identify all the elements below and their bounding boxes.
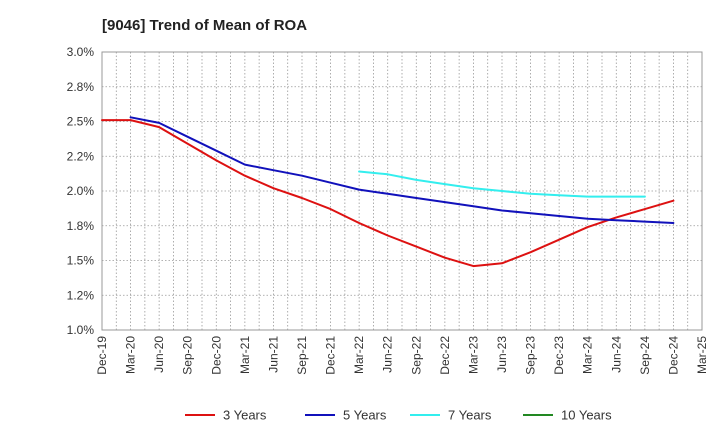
x-tick-label: Jun-20 bbox=[152, 336, 166, 373]
legend-label: 5 Years bbox=[343, 408, 387, 423]
legend: 3 Years 5 Years 7 Years 10 Years bbox=[185, 408, 612, 423]
plot-area bbox=[101, 51, 703, 331]
y-tick-label: 2.5% bbox=[67, 115, 95, 129]
x-tick-label: Dec-22 bbox=[438, 336, 452, 375]
x-tick-label: Dec-19 bbox=[95, 336, 109, 375]
x-tick-label: Sep-22 bbox=[409, 336, 423, 375]
y-tick-label: 2.8% bbox=[67, 80, 95, 94]
y-tick-label: 1.5% bbox=[67, 254, 95, 268]
x-tick-label: Jun-22 bbox=[381, 336, 395, 373]
x-tick-label: Jun-21 bbox=[266, 336, 280, 373]
x-tick-label: Jun-23 bbox=[495, 336, 509, 373]
y-tick-label: 2.0% bbox=[67, 184, 95, 198]
y-axis: 1.0% 1.2% 1.5% 1.8% 2.0% 2.2% 2.5% 2.8% 3.0% bbox=[67, 45, 95, 337]
x-tick-label: Sep-20 bbox=[181, 336, 195, 375]
x-tick-label: Mar-20 bbox=[124, 336, 138, 374]
x-tick-label: Dec-21 bbox=[324, 336, 338, 375]
x-tick-label: Dec-24 bbox=[666, 336, 680, 375]
x-tick-label: Sep-24 bbox=[638, 336, 652, 375]
series-lines bbox=[101, 116, 675, 268]
x-tick-label: Sep-23 bbox=[524, 336, 538, 375]
x-tick-label: Dec-23 bbox=[552, 336, 566, 375]
series-line-7-years bbox=[358, 170, 646, 198]
y-tick-label: 2.2% bbox=[67, 149, 95, 163]
series-line-3-years bbox=[101, 119, 675, 268]
x-tick-label: Sep-21 bbox=[295, 336, 309, 375]
y-tick-label: 1.0% bbox=[67, 323, 95, 337]
x-tick-label: Mar-22 bbox=[352, 336, 366, 374]
legend-label: 3 Years bbox=[223, 408, 267, 423]
x-tick-label: Mar-24 bbox=[581, 336, 595, 374]
y-tick-label: 3.0% bbox=[67, 45, 95, 59]
grid bbox=[102, 52, 702, 330]
x-tick-label: Mar-23 bbox=[466, 336, 480, 374]
x-tick-label: Dec-20 bbox=[209, 336, 223, 375]
x-tick-label: Mar-21 bbox=[238, 336, 252, 374]
x-axis: Dec-19 Mar-20 Jun-20 Sep-20 Dec-20 Mar-21 Jun-… bbox=[95, 336, 709, 375]
y-tick-label: 1.8% bbox=[67, 219, 95, 233]
series-line-5-years bbox=[129, 116, 675, 224]
chart-title: [9046] Trend of Mean of ROA bbox=[102, 17, 307, 34]
x-tick-label: Jun-24 bbox=[609, 336, 623, 373]
legend-label: 7 Years bbox=[448, 408, 492, 423]
legend-label: 10 Years bbox=[561, 408, 612, 423]
y-tick-label: 1.2% bbox=[67, 288, 95, 302]
x-tick-label: Mar-25 bbox=[695, 336, 709, 374]
